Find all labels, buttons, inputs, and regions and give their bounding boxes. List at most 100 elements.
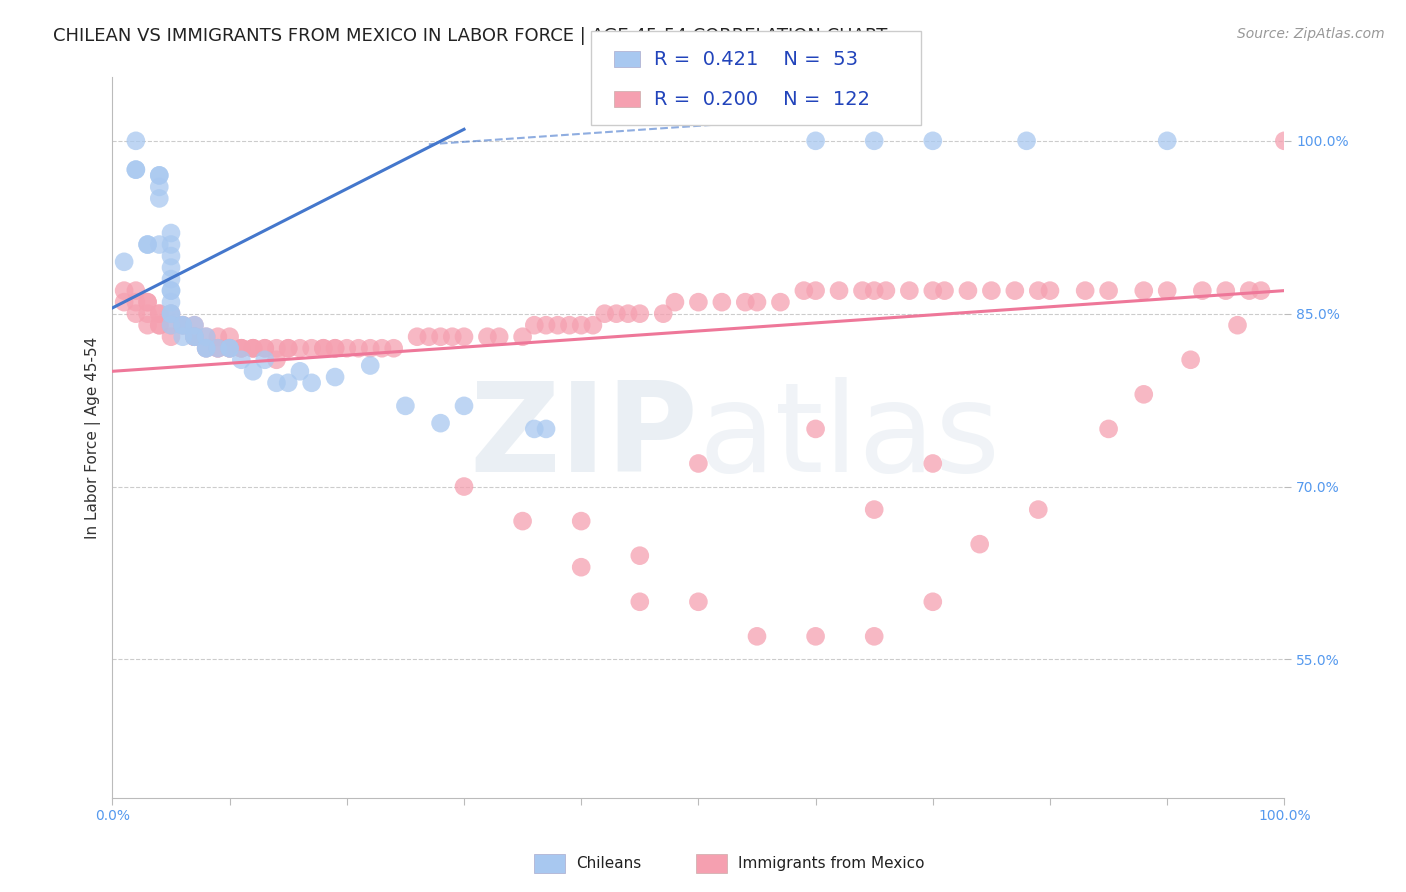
Point: [688, 295, 710, 310]
Point: [266, 341, 288, 355]
Point: [172, 318, 194, 333]
Point: [1074, 284, 1097, 298]
Point: [148, 318, 170, 333]
Point: [148, 237, 170, 252]
Point: [125, 284, 148, 298]
Point: [112, 295, 135, 310]
Point: [312, 341, 335, 355]
Point: [160, 307, 183, 321]
Point: [266, 376, 288, 390]
Point: [969, 537, 991, 551]
Point: [394, 399, 416, 413]
Point: [921, 284, 943, 298]
Text: R =  0.421    N =  53: R = 0.421 N = 53: [654, 50, 858, 69]
Point: [183, 318, 205, 333]
Point: [195, 329, 218, 343]
Point: [1274, 134, 1296, 148]
Point: [605, 307, 627, 321]
Point: [160, 284, 183, 298]
Point: [112, 284, 135, 298]
Point: [266, 352, 288, 367]
Point: [347, 341, 370, 355]
Point: [148, 307, 170, 321]
Point: [336, 341, 359, 355]
Text: Source: ZipAtlas.com: Source: ZipAtlas.com: [1237, 27, 1385, 41]
Point: [921, 595, 943, 609]
Point: [664, 295, 686, 310]
Point: [288, 341, 311, 355]
Point: [863, 134, 886, 148]
Point: [136, 295, 159, 310]
Point: [218, 341, 240, 355]
Point: [253, 352, 276, 367]
Point: [769, 295, 792, 310]
Point: [1132, 284, 1154, 298]
Point: [172, 318, 194, 333]
Point: [488, 329, 510, 343]
Point: [547, 318, 569, 333]
Point: [125, 134, 148, 148]
Point: [231, 341, 253, 355]
Point: [534, 318, 557, 333]
Point: [851, 284, 873, 298]
Point: [253, 341, 276, 355]
Point: [136, 307, 159, 321]
Text: Immigrants from Mexico: Immigrants from Mexico: [738, 856, 925, 871]
Text: R =  0.200    N =  122: R = 0.200 N = 122: [654, 90, 870, 109]
Point: [136, 295, 159, 310]
Point: [323, 341, 346, 355]
Point: [534, 422, 557, 436]
Point: [418, 329, 440, 343]
Point: [745, 629, 768, 643]
Point: [628, 307, 651, 321]
Point: [441, 329, 464, 343]
Point: [1039, 284, 1062, 298]
Point: [956, 284, 979, 298]
Point: [804, 629, 827, 643]
Point: [160, 260, 183, 275]
Point: [569, 318, 592, 333]
Point: [921, 134, 943, 148]
Point: [125, 295, 148, 310]
Point: [558, 318, 581, 333]
Point: [652, 307, 675, 321]
Point: [277, 376, 299, 390]
Point: [207, 341, 229, 355]
Point: [277, 341, 299, 355]
Point: [453, 399, 475, 413]
Point: [1004, 284, 1026, 298]
Point: [148, 318, 170, 333]
Point: [242, 364, 264, 378]
Point: [231, 341, 253, 355]
Point: [523, 318, 546, 333]
Point: [218, 341, 240, 355]
Point: [160, 329, 183, 343]
Point: [359, 341, 381, 355]
Point: [125, 162, 148, 177]
Point: [628, 549, 651, 563]
Point: [429, 416, 451, 430]
Point: [582, 318, 605, 333]
Point: [183, 329, 205, 343]
Point: [218, 341, 240, 355]
Point: [323, 370, 346, 384]
Point: [136, 237, 159, 252]
Point: [207, 341, 229, 355]
Point: [231, 352, 253, 367]
Point: [1215, 284, 1237, 298]
Point: [183, 318, 205, 333]
Point: [934, 284, 956, 298]
Point: [183, 329, 205, 343]
Point: [301, 376, 323, 390]
Point: [1156, 134, 1178, 148]
Point: [453, 479, 475, 493]
Text: Chileans: Chileans: [576, 856, 641, 871]
Point: [1026, 502, 1049, 516]
Point: [253, 341, 276, 355]
Point: [863, 284, 886, 298]
Point: [148, 191, 170, 205]
Point: [160, 226, 183, 240]
Point: [1156, 284, 1178, 298]
Point: [804, 284, 827, 298]
Point: [628, 595, 651, 609]
